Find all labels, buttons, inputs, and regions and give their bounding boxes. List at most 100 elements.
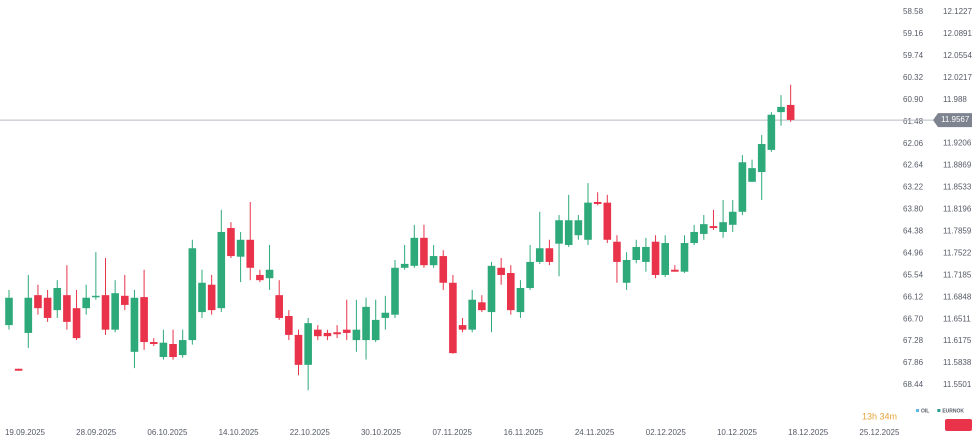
y-tick-label: 12.0554 <box>943 51 972 60</box>
x-tick-label: 19.09.2025 <box>5 428 46 437</box>
candle-body <box>468 299 476 330</box>
x-tick-label: 06.10.2025 <box>147 428 188 437</box>
candle-body <box>429 256 438 266</box>
y2-tick-label: 58.58 <box>903 7 924 16</box>
candle-body <box>169 344 177 358</box>
y2-tick-label: 59.74 <box>903 51 924 60</box>
y2-tick-label: 65.54 <box>903 270 924 279</box>
candle-body <box>410 237 419 266</box>
candle-body <box>207 284 216 311</box>
y-tick-label: 11.6511 <box>943 314 971 323</box>
candle-body <box>719 222 727 232</box>
candle-body <box>101 295 110 330</box>
candle-body <box>738 162 747 212</box>
candle-body <box>458 325 467 330</box>
candle-body <box>671 269 679 272</box>
y2-tick-label: 64.96 <box>903 248 924 257</box>
y2-tick-label: 63.80 <box>903 205 924 214</box>
y2-tick-label: 60.90 <box>903 95 924 104</box>
candle-body <box>777 106 785 113</box>
candle-body <box>304 323 312 365</box>
y-tick-label: 11.7185 <box>943 270 972 279</box>
candle-body <box>449 282 457 354</box>
x-tick-label: 14.10.2025 <box>219 428 260 437</box>
candle-body <box>497 267 505 275</box>
candle-body <box>574 220 583 236</box>
candle-body <box>555 220 563 244</box>
candle-body <box>371 319 380 341</box>
y-tick-label: 12.0217 <box>943 73 972 82</box>
candle-body <box>535 248 544 262</box>
x-tick-label: 16.11.2025 <box>504 428 544 437</box>
candle-body <box>149 342 158 345</box>
candle-body <box>651 241 660 275</box>
candle-body <box>507 272 515 311</box>
candle-body <box>63 295 71 322</box>
candle-body <box>24 297 33 333</box>
y2-tick-label: 60.32 <box>903 73 924 82</box>
y2-tick-label: 64.38 <box>903 227 924 236</box>
candle-body <box>34 295 42 309</box>
candle-body <box>748 168 756 182</box>
x-tick-label: 10.12.2025 <box>717 428 758 437</box>
y-tick-label: 11.7522 <box>943 248 972 257</box>
y2-tick-label: 59.16 <box>903 29 924 38</box>
candle-body <box>323 332 332 337</box>
candle-body <box>14 368 23 371</box>
y-tick-label: 11.5501 <box>943 380 972 389</box>
candle-body <box>256 274 264 281</box>
candle-body <box>275 295 283 318</box>
action-button[interactable] <box>945 419 972 431</box>
candle-body <box>198 282 206 313</box>
legend-label: EURNOK <box>942 408 964 414</box>
candle-body <box>622 259 631 283</box>
candle-body <box>680 243 689 272</box>
candle-body <box>593 201 602 204</box>
candle-body <box>526 261 534 288</box>
candle-body <box>786 104 795 120</box>
candle-body <box>217 231 226 309</box>
y2-tick-label: 66.70 <box>903 314 924 323</box>
candle-body <box>642 246 650 262</box>
y-tick-label: 11.7859 <box>943 226 972 235</box>
legend-swatch <box>916 409 919 412</box>
candle-body <box>632 246 641 260</box>
y-tick-label: 11.8533 <box>943 183 972 192</box>
candle-body <box>285 315 293 335</box>
candle-body <box>564 220 573 245</box>
y2-tick-label: 63.22 <box>903 183 924 192</box>
y2-tick-label: 66.12 <box>903 292 924 301</box>
candle-body <box>130 297 139 352</box>
y-tick-label: 11.5838 <box>943 358 972 367</box>
candle-body <box>227 228 235 257</box>
candle-body <box>5 297 13 326</box>
candle-body <box>439 256 448 283</box>
candle-body <box>178 340 187 356</box>
timer: 13h 34m <box>862 411 897 421</box>
legend-swatch <box>937 409 941 412</box>
y-tick-label: 11.988 <box>943 95 967 104</box>
candle-body <box>478 302 486 311</box>
candle-body <box>72 308 81 339</box>
candle-body <box>400 263 409 268</box>
y-tick-label: 12.1227 <box>943 7 972 16</box>
x-tick-label: 28.09.2025 <box>76 428 117 437</box>
x-tick-label: 18.12.2025 <box>788 428 829 437</box>
candle-body <box>728 211 737 225</box>
y-tick-label: 11.9206 <box>943 139 972 148</box>
candle-body <box>43 297 52 318</box>
y2-tick-label: 68.44 <box>903 380 924 389</box>
x-tick-label: 02.12.2025 <box>646 428 687 437</box>
candle-body <box>246 239 255 268</box>
candle-body <box>236 239 245 257</box>
candle-body <box>188 248 197 341</box>
candle-body <box>342 329 351 333</box>
candle-body <box>333 332 341 335</box>
candle-body <box>265 269 274 279</box>
candle-body <box>603 202 612 240</box>
candle-body <box>700 224 708 234</box>
candle-body <box>352 329 361 341</box>
legend-label: OIL <box>921 408 929 414</box>
